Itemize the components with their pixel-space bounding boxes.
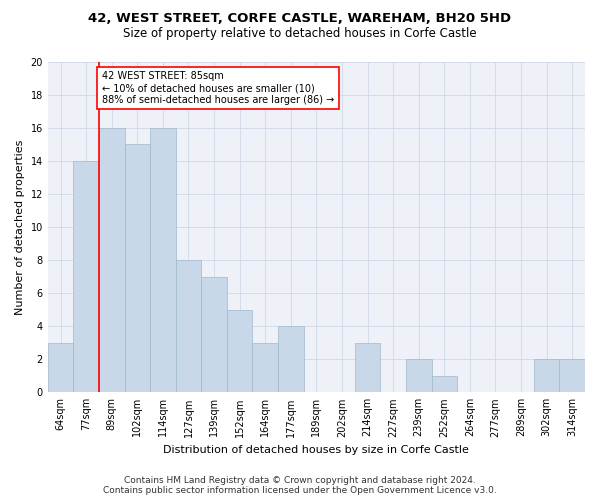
Text: Size of property relative to detached houses in Corfe Castle: Size of property relative to detached ho… xyxy=(123,28,477,40)
Bar xyxy=(534,359,559,392)
Text: 42, WEST STREET, CORFE CASTLE, WAREHAM, BH20 5HD: 42, WEST STREET, CORFE CASTLE, WAREHAM, … xyxy=(88,12,512,26)
Text: Contains HM Land Registry data © Crown copyright and database right 2024.
Contai: Contains HM Land Registry data © Crown c… xyxy=(103,476,497,495)
Bar xyxy=(406,359,431,392)
Text: 42 WEST STREET: 85sqm
← 10% of detached houses are smaller (10)
88% of semi-deta: 42 WEST STREET: 85sqm ← 10% of detached … xyxy=(101,72,334,104)
Bar xyxy=(99,128,125,392)
Bar xyxy=(48,342,73,392)
Bar xyxy=(176,260,201,392)
Bar xyxy=(253,342,278,392)
Bar xyxy=(125,144,150,392)
Bar xyxy=(431,376,457,392)
Bar xyxy=(355,342,380,392)
Bar xyxy=(559,359,585,392)
Bar xyxy=(278,326,304,392)
Bar xyxy=(150,128,176,392)
X-axis label: Distribution of detached houses by size in Corfe Castle: Distribution of detached houses by size … xyxy=(163,445,469,455)
Bar xyxy=(201,276,227,392)
Bar xyxy=(73,160,99,392)
Bar xyxy=(227,310,253,392)
Y-axis label: Number of detached properties: Number of detached properties xyxy=(15,139,25,314)
